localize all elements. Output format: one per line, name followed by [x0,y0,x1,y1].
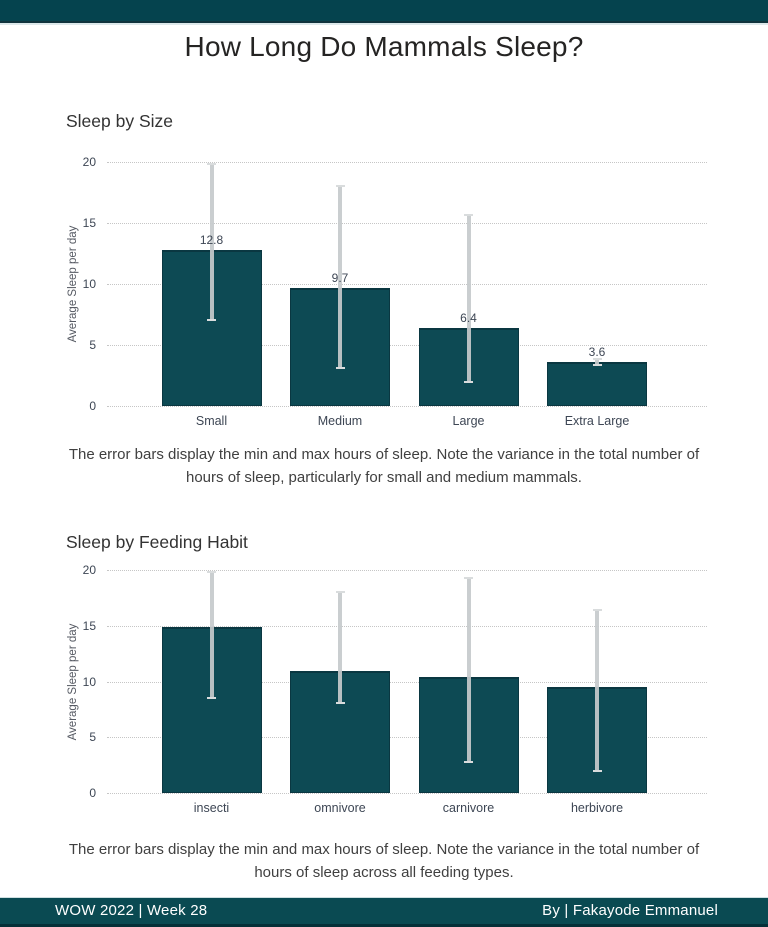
error-bar-min-cap-omnivore [335,701,345,704]
error-bar-min-cap-herbivore [592,769,602,772]
y-tick-label-15: 15 [82,618,96,633]
footer-left-text: WOW 2022 | Week 28 [55,902,208,919]
data-label-medium: 9.7 [331,270,349,285]
y-tick-label-15: 15 [82,216,96,230]
error-bar-min-cap-medium [335,367,345,370]
error-bar-max-cap-large [464,214,473,217]
error-bar-herbivore [595,609,599,772]
gridline-10 [107,681,707,683]
gridline-15 [107,223,707,224]
x-tick-label-extra-large: Extra Large [564,414,630,428]
error-bar-carnivore [466,576,471,763]
footer-bar: WOW 2022 | Week 28 By | Fakayode Emmanue… [0,897,768,927]
gridline-0 [107,406,707,407]
x-tick-label-carnivore: carnivore [442,801,495,815]
y-tick-label-20: 20 [82,563,96,577]
gridline-15 [107,625,707,627]
y-tick-label-20: 20 [82,155,96,169]
chart-title-sleep-by-size: Sleep by Size [66,111,174,131]
gridline-0 [107,793,707,794]
header-bar [0,0,768,23]
y-tick-label-5: 5 [89,730,96,745]
sleep-by-feeding-habit-caption: The error bars display the min and max h… [68,841,700,881]
y-tick-label-5: 5 [89,338,96,352]
error-bar-extra-large [595,358,599,366]
gridline-10 [107,284,707,285]
error-bar-max-cap-insecti [207,571,216,574]
error-bar-max-cap-herbivore [592,609,602,612]
y-tick-label-10: 10 [82,277,96,291]
page-title: How Long Do Mammals Sleep? [184,31,584,62]
gridline-5 [107,345,707,346]
y-tick-label-10: 10 [82,674,96,689]
error-bar-max-cap-small [207,163,216,166]
error-bar-max-cap-extra-large [592,358,602,361]
y-tick-label-0: 0 [89,399,96,413]
error-bar-min-cap-small [207,318,216,321]
error-bar-min-cap-large [464,380,473,383]
y-axis-title: Average Sleep per day [67,623,79,740]
error-bar-medium [338,185,342,370]
x-tick-label-insecti: insecti [193,801,230,815]
data-label-extra-large: 3.6 [588,345,606,360]
error-bar-min-cap-carnivore [464,760,473,763]
sleep-by-size-caption: The error bars display the min and max h… [68,446,700,486]
x-tick-label-omnivore: omnivore [314,801,366,815]
error-bar-max-cap-medium [335,185,345,188]
error-bar-omnivore [338,591,342,704]
error-bar-insecti [209,571,214,700]
error-bar-max-cap-omnivore [335,591,345,594]
x-tick-label-herbivore: herbivore [570,801,624,815]
gridline-20 [107,162,707,163]
x-tick-label-large: Large [452,414,485,428]
x-tick-label-small: Small [195,414,228,428]
error-bar-min-cap-insecti [207,697,216,700]
gridline-5 [107,737,707,739]
footer-right-text: By | Fakayode Emmanuel [542,902,718,919]
chart-title-sleep-by-feeding-habit: Sleep by Feeding Habit [66,532,248,552]
gridline-20 [107,570,707,571]
error-bar-small [209,163,214,321]
x-tick-label-medium: Medium [317,414,363,428]
data-label-large: 6.4 [460,310,477,325]
error-bar-min-cap-extra-large [592,363,602,366]
y-tick-label-0: 0 [89,786,96,800]
data-label-small: 12.8 [199,232,224,247]
error-bar-max-cap-carnivore [464,576,473,579]
error-bar-large [466,214,471,383]
